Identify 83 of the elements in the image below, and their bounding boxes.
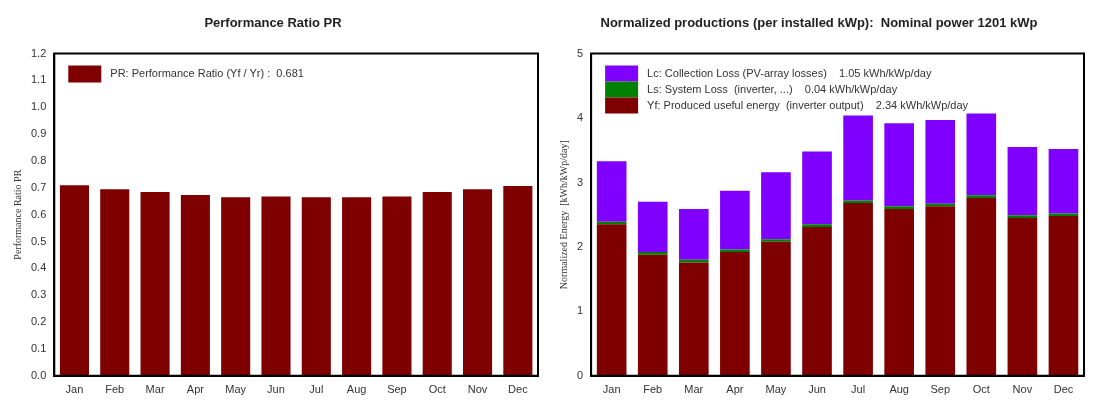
x-tick-label: Nov: [467, 383, 488, 396]
legend-label: Lc: Collection Loss (PV-array losses) 1.05 kWh/kWp/day: [647, 66, 932, 79]
bar: [720, 252, 750, 376]
y-tick-label: 5: [576, 46, 584, 59]
y-tick-label: 0: [576, 368, 584, 381]
x-tick-label: Jul: [851, 383, 866, 396]
y-tick-label: 0.9: [30, 127, 47, 140]
x-tick-label: Aug: [346, 383, 367, 396]
chart-title: Normalized productions (per installed kWp): Nominal power 1201 kWp: [600, 15, 1038, 31]
bar: [678, 262, 709, 376]
x-tick-label: May: [225, 383, 247, 396]
x-tick-label: Apr: [186, 383, 205, 396]
y-tick-label: 0.6: [30, 207, 47, 220]
bar: [1007, 147, 1038, 216]
x-tick-label: Dec: [1053, 383, 1074, 396]
bar: [720, 190, 750, 250]
x-tick-label: Jun: [267, 383, 285, 396]
y-tick-label: 1.2: [30, 46, 47, 59]
bar: [802, 226, 832, 376]
bar: [596, 224, 627, 376]
bar: [802, 224, 832, 227]
bar: [884, 206, 914, 209]
x-tick-label: Oct: [972, 383, 990, 396]
x-tick-label: Nov: [1012, 383, 1033, 396]
bar: [884, 208, 914, 376]
y-tick-label: 3: [576, 175, 584, 188]
bar: [925, 206, 956, 376]
chart-title: Performance Ratio PR: [204, 15, 343, 31]
bar: [925, 119, 956, 204]
bar: [637, 252, 668, 255]
bar: [966, 197, 997, 376]
y-tick-label: 0.3: [30, 288, 47, 301]
bar: [637, 201, 668, 253]
bar: [720, 249, 750, 253]
y-tick-label: 0.0: [30, 368, 47, 381]
bar: [761, 239, 791, 242]
x-tick-label: Oct: [428, 383, 446, 396]
x-tick-label: Feb: [643, 383, 663, 396]
y-axis-title: Performance Ratio PR: [11, 169, 23, 260]
bar: [596, 161, 627, 222]
x-tick-label: Dec: [508, 383, 529, 396]
y-tick-label: 4: [576, 111, 584, 124]
x-tick-label: Mar: [684, 383, 704, 396]
bar: [1048, 148, 1079, 214]
legend-label: PR: Performance Ratio (Yf / Yr) : 0.681: [110, 67, 304, 80]
y-tick-label: 1.0: [30, 100, 47, 113]
y-tick-label: 1: [576, 304, 584, 317]
bar: [761, 172, 791, 240]
x-tick-label: Mar: [145, 383, 165, 396]
bar: [843, 115, 873, 201]
bar: [1048, 213, 1079, 216]
x-tick-label: Jan: [65, 383, 84, 396]
x-tick-label: Jul: [309, 383, 324, 396]
bar: [761, 241, 791, 376]
x-tick-label: Sep: [930, 383, 951, 396]
x-tick-label: Jun: [808, 383, 826, 396]
y-tick-label: 0.2: [30, 315, 47, 328]
x-tick-label: Jan: [602, 383, 621, 396]
y-tick-label: 2: [576, 239, 584, 252]
bar: [802, 151, 832, 225]
bar: [678, 208, 709, 260]
bar: [1048, 215, 1079, 376]
bar: [884, 123, 914, 207]
legend-label: Yf: Produced useful energy (inverter output) 2.34 kWh/kWp/day: [647, 98, 969, 111]
y-axis-title: Normalized Energy [kWh/kWp/day]: [557, 140, 569, 290]
y-tick-label: 0.4: [30, 261, 47, 274]
legend-label: Ls: System Loss (inverter, ...) 0.04 kWh/kWp/day: [647, 82, 898, 95]
bar: [1007, 217, 1038, 376]
bar: [843, 203, 873, 376]
bar: [637, 254, 668, 376]
bar: [966, 195, 997, 198]
y-tick-label: 0.7: [30, 180, 47, 193]
y-tick-label: 0.5: [30, 234, 47, 247]
y-tick-label: 0.1: [30, 341, 47, 354]
bar: [966, 113, 997, 196]
y-tick-label: 0.8: [30, 154, 47, 167]
x-tick-label: Aug: [889, 383, 909, 396]
x-tick-label: Sep: [387, 383, 407, 396]
x-tick-label: Apr: [726, 383, 744, 396]
y-tick-label: 1.1: [30, 73, 47, 86]
x-tick-label: Feb: [105, 383, 125, 396]
x-tick-label: May: [765, 383, 787, 396]
bar: [1007, 215, 1038, 218]
